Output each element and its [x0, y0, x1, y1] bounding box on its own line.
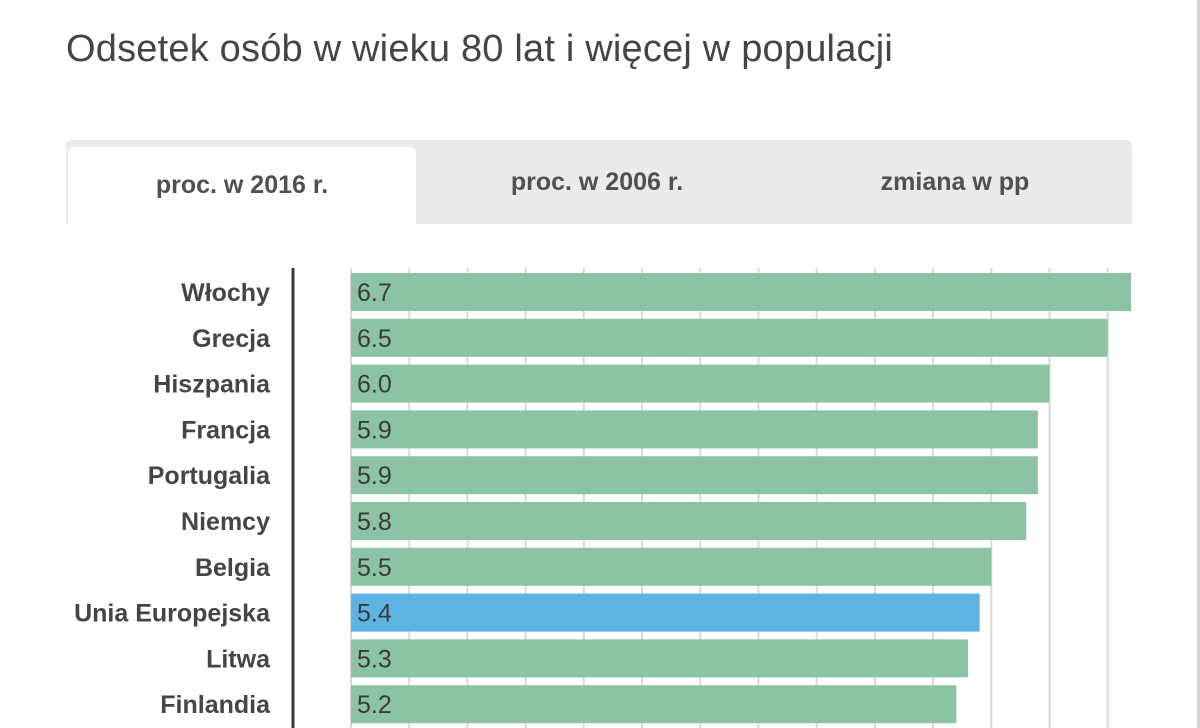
value-label: 5.5	[357, 554, 392, 582]
category-label: Włochy	[181, 279, 270, 307]
bar-chart-svg: Włochy 6.7 Grecja 6.5 Hiszpania 6.0 Francja 5.9…	[74, 268, 1131, 728]
category-label: Litwa	[206, 645, 271, 673]
bar-highlight	[351, 593, 980, 632]
category-label: Finlandia	[160, 691, 271, 719]
bar	[351, 456, 1038, 495]
bar	[351, 685, 957, 724]
category-label: Grecja	[192, 325, 271, 353]
tab-2016[interactable]: proc. w 2016 r.	[68, 147, 416, 224]
category-label: Niemcy	[181, 508, 270, 536]
value-label: 5.9	[357, 462, 392, 490]
bar	[351, 639, 969, 678]
category-label: Unia Europejska	[74, 600, 271, 628]
panel-edge	[1197, 0, 1200, 728]
value-label: 5.3	[357, 645, 392, 673]
tab-bar: proc. w 2016 r. proc. w 2006 r. zmiana w…	[66, 140, 1132, 224]
bar	[351, 318, 1108, 357]
category-label: Portugalia	[148, 462, 271, 490]
bar	[351, 547, 992, 586]
category-label: Belgia	[195, 554, 271, 582]
bar-chart: Włochy 6.7 Grecja 6.5 Hiszpania 6.0 Francja 5.9…	[0, 258, 1200, 728]
value-label: 5.8	[357, 508, 392, 536]
page-title: Odsetek osób w wieku 80 lat i więcej w p…	[66, 28, 894, 70]
bar	[351, 273, 1131, 311]
value-label: 5.9	[357, 416, 392, 444]
bar	[351, 502, 1027, 540]
bar	[351, 410, 1038, 449]
category-label: Francja	[181, 416, 271, 444]
value-label: 5.2	[357, 691, 392, 719]
tab-change-pp[interactable]: zmiana w pp	[880, 167, 1030, 196]
value-label: 5.4	[357, 600, 392, 628]
tab-2006[interactable]: proc. w 2006 r.	[510, 167, 684, 196]
value-label: 6.5	[357, 325, 392, 353]
bar	[351, 364, 1050, 403]
category-label: Hiszpania	[153, 371, 271, 399]
value-label: 6.0	[357, 371, 392, 399]
value-label: 6.7	[357, 279, 392, 307]
